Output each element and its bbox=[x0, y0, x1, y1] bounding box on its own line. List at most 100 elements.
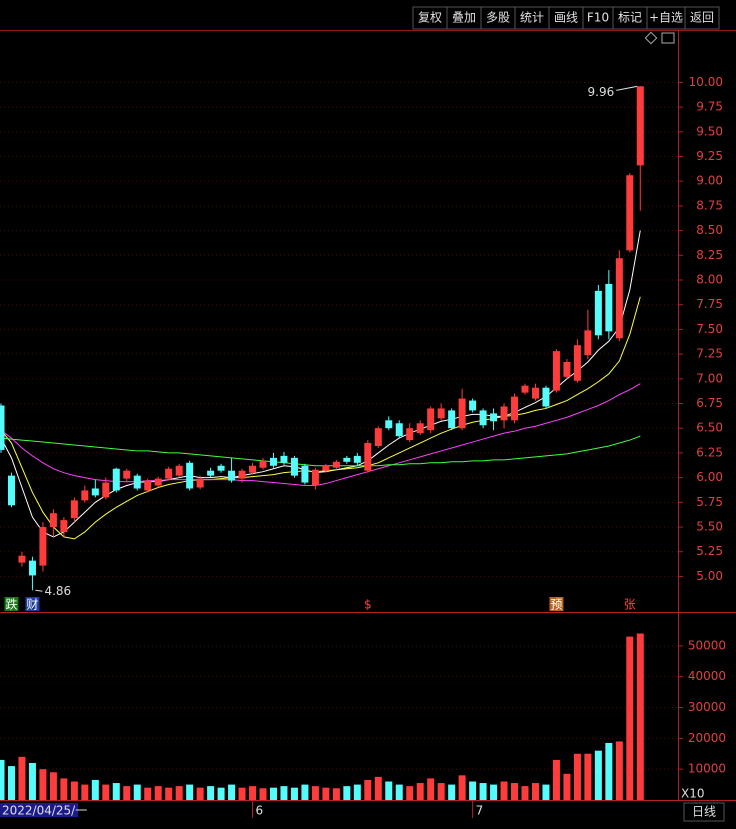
signal-label[interactable]: 跌 bbox=[5, 597, 17, 612]
candle-body bbox=[165, 468, 173, 479]
volume-bar bbox=[228, 784, 236, 800]
period-button[interactable] bbox=[683, 802, 725, 822]
candle-body bbox=[49, 513, 57, 528]
diamond-icon[interactable] bbox=[644, 31, 658, 45]
volume-bar bbox=[60, 778, 68, 800]
candle-body bbox=[385, 420, 393, 429]
candle-body bbox=[594, 290, 602, 336]
candle-body bbox=[28, 560, 36, 576]
y-tick-label: 10000 bbox=[688, 762, 726, 776]
y-tick-label: 6.25 bbox=[696, 445, 723, 459]
toolbar-label[interactable]: 多股 bbox=[486, 11, 510, 25]
y-tick-label: 5.25 bbox=[696, 544, 723, 558]
candle-body bbox=[427, 408, 435, 431]
candle-body bbox=[615, 258, 623, 339]
volume-bar bbox=[343, 786, 351, 800]
candle-body bbox=[322, 465, 330, 471]
volume-bar bbox=[406, 786, 414, 800]
toolbar-label[interactable]: +自选 bbox=[649, 11, 683, 25]
candle-body bbox=[469, 400, 477, 411]
volume-bar bbox=[280, 786, 288, 800]
volume-bar bbox=[91, 779, 99, 800]
candle-body bbox=[133, 475, 141, 489]
volume-bar bbox=[332, 788, 340, 800]
signal-badge[interactable] bbox=[549, 597, 564, 611]
volume-bar bbox=[49, 772, 57, 800]
volume-bar bbox=[7, 766, 15, 800]
annotation-arrow bbox=[616, 85, 638, 91]
volume-bar bbox=[469, 781, 477, 800]
volume-bar bbox=[448, 784, 456, 800]
candle-body bbox=[70, 500, 78, 519]
y-tick-label: 5.50 bbox=[696, 520, 723, 534]
volume-bar bbox=[636, 633, 644, 800]
signal-label[interactable]: 预 bbox=[550, 598, 562, 612]
scale-label: X10 bbox=[681, 787, 705, 801]
signal-label[interactable]: $ bbox=[364, 598, 372, 612]
candle-body bbox=[39, 527, 47, 566]
y-tick-label: 5.00 bbox=[696, 569, 723, 583]
period-label[interactable]: 日线 bbox=[692, 805, 716, 819]
y-tick-label: 6.50 bbox=[696, 421, 723, 435]
volume-bar bbox=[511, 783, 519, 800]
volume-bar bbox=[542, 784, 550, 800]
volume-bar bbox=[301, 784, 309, 800]
y-tick-label: 9.50 bbox=[696, 124, 723, 138]
candle-body bbox=[0, 405, 5, 450]
signal-label[interactable]: 张 bbox=[624, 598, 636, 612]
candle-body bbox=[154, 478, 162, 486]
volume-bar bbox=[133, 784, 141, 800]
volume-bar bbox=[196, 787, 204, 800]
volume-bar bbox=[584, 753, 592, 800]
toolbar-label[interactable]: F10 bbox=[587, 11, 609, 25]
moving-average-line bbox=[0, 383, 641, 487]
volume-bar bbox=[207, 786, 215, 800]
candle-body bbox=[112, 468, 120, 491]
volume-bar bbox=[531, 783, 539, 800]
signal-badge[interactable] bbox=[25, 597, 40, 611]
date-badge bbox=[0, 803, 78, 817]
candle-body bbox=[542, 387, 550, 407]
candle-body bbox=[605, 283, 613, 332]
volume-bar bbox=[573, 753, 581, 800]
y-tick-label: 5.75 bbox=[696, 495, 723, 509]
candle-body bbox=[636, 86, 644, 166]
volume-bar bbox=[81, 784, 89, 800]
candle-body bbox=[573, 345, 581, 381]
volume-bar bbox=[175, 786, 183, 800]
toolbar-button[interactable] bbox=[684, 6, 720, 30]
toolbar-label[interactable]: 复权 bbox=[418, 11, 442, 25]
y-tick-label: 8.75 bbox=[696, 198, 723, 212]
volume-bar bbox=[552, 759, 560, 800]
toolbar-label[interactable]: 画线 bbox=[554, 11, 578, 25]
candle-body bbox=[511, 396, 519, 421]
candle-body bbox=[249, 465, 257, 473]
toolbar-label[interactable]: 标记 bbox=[618, 11, 642, 25]
y-tick-label: 50000 bbox=[688, 638, 726, 652]
volume-bar bbox=[165, 787, 173, 800]
volume-bar bbox=[70, 781, 78, 800]
candle-body bbox=[458, 398, 466, 429]
volume-bar bbox=[311, 786, 319, 800]
candle-body bbox=[626, 175, 634, 251]
candle-body bbox=[228, 470, 236, 481]
signal-label[interactable]: 财 bbox=[26, 598, 38, 612]
toolbar-label[interactable]: 统计 bbox=[520, 11, 544, 25]
annotation-arrow bbox=[35, 589, 43, 592]
volume-bar bbox=[18, 756, 26, 800]
signal-badge[interactable] bbox=[4, 597, 19, 611]
window-icon[interactable] bbox=[661, 32, 675, 44]
candle-body bbox=[552, 351, 560, 391]
y-tick-label: 20000 bbox=[688, 731, 726, 745]
toolbar-label[interactable]: 返回 bbox=[690, 11, 714, 25]
volume-bar bbox=[521, 786, 529, 800]
candle-body bbox=[175, 465, 183, 476]
toolbar-label[interactable]: 叠加 bbox=[452, 11, 476, 25]
candle-body bbox=[500, 406, 508, 421]
candle-body bbox=[18, 555, 26, 563]
candle-body bbox=[437, 408, 445, 419]
candle-body bbox=[280, 455, 288, 463]
volume-bar bbox=[144, 787, 152, 800]
volume-bar bbox=[0, 759, 5, 800]
